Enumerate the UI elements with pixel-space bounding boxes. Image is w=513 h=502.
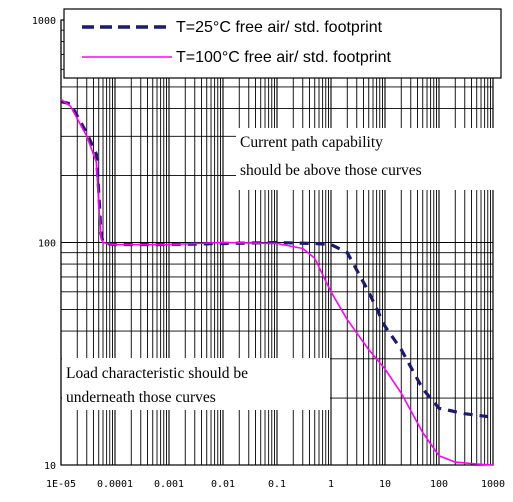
- y-tick-label: 10: [44, 461, 56, 472]
- annotation-bottom-box: [62, 358, 330, 410]
- legend-label-25c: T=25°C free air/ std. footprint: [176, 19, 383, 36]
- x-tick-label: 1E-05: [46, 479, 76, 490]
- annotation-top: Current path capability should be above …: [236, 128, 494, 190]
- legend-label-100c: T=100°C free air/ std. footprint: [176, 49, 392, 66]
- legend-box: [63, 8, 502, 79]
- annotation-bottom: Load characteristic should be underneath…: [62, 358, 330, 410]
- x-tick-label: 1: [328, 479, 334, 490]
- x-tick-label: 0.1: [268, 479, 286, 490]
- x-tick-label: 0.0001: [97, 479, 133, 490]
- annotation-top-line2: should be above those curves: [240, 162, 422, 179]
- annotation-top-box: [236, 128, 494, 190]
- x-tick-label: 10: [379, 479, 391, 490]
- x-tick-label: 100: [430, 479, 448, 490]
- x-tick-label: 0.001: [154, 479, 184, 490]
- x-tick-label: 0.01: [211, 479, 235, 490]
- y-tick-label: 1000: [32, 16, 56, 27]
- x-tick-label: 1000: [481, 479, 505, 490]
- tick-labels: 1E-05 0.0001 0.001 0.01 0.1 1 10 100 1000 10 100 10…: [32, 16, 505, 490]
- y-tick-label: 100: [38, 239, 56, 250]
- annotation-top-line1: Current path capability: [240, 134, 383, 151]
- series-line-1: [60, 98, 494, 466]
- annotation-bottom-line1: Load characteristic should be: [66, 365, 248, 382]
- series-layer: [60, 98, 494, 466]
- legend: T=25°C free air/ std. footprint T=100°C …: [63, 8, 502, 79]
- annotation-bottom-line2: underneath those curves: [66, 389, 216, 406]
